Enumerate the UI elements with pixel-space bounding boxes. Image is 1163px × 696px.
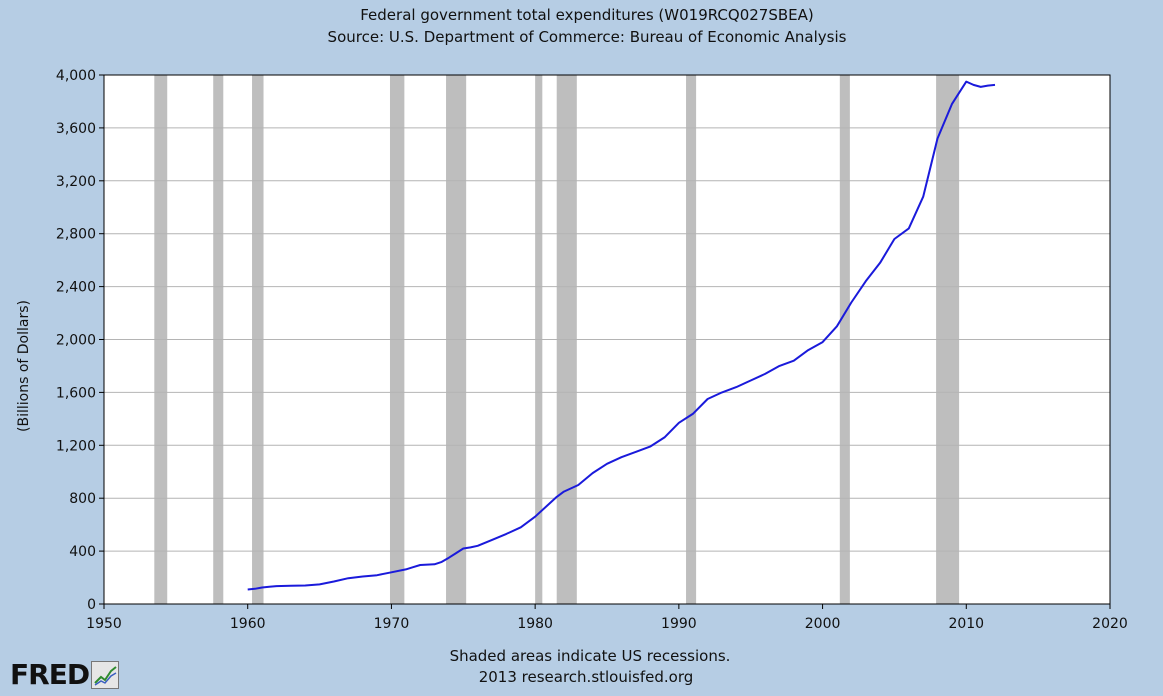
chart-subtitle: Source: U.S. Department of Commerce: Bur… xyxy=(328,28,847,46)
y-tick-label: 3,600 xyxy=(56,121,96,137)
fred-logo-text: FRED xyxy=(10,658,90,691)
recession-note: Shaded areas indicate US recessions. xyxy=(450,647,731,665)
x-tick-label: 1970 xyxy=(374,616,410,632)
y-axis-label: (Billions of Dollars) xyxy=(16,300,32,432)
x-tick-label: 2000 xyxy=(805,616,841,632)
x-tick-label: 1960 xyxy=(230,616,266,632)
y-tick-label: 3,200 xyxy=(56,174,96,190)
x-tick-label: 2010 xyxy=(948,616,984,632)
series-line xyxy=(247,80,996,591)
y-tick-label: 400 xyxy=(69,544,96,560)
x-tick-label: 1980 xyxy=(517,616,553,632)
y-tick-label: 2,000 xyxy=(56,333,96,349)
y-tick-label: 1,600 xyxy=(56,385,96,401)
plot-border xyxy=(103,74,1111,605)
source-credit: 2013 research.stlouisfed.org xyxy=(479,668,694,686)
x-tick-label: 1950 xyxy=(86,616,122,632)
y-tick-label: 1,200 xyxy=(56,438,96,454)
y-tick-label: 800 xyxy=(69,491,96,507)
fred-logo: FRED xyxy=(10,658,120,691)
y-tick-label: 2,400 xyxy=(56,280,96,296)
x-tick-label: 1990 xyxy=(661,616,697,632)
y-tick-label: 0 xyxy=(87,597,96,613)
y-tick-label: 2,800 xyxy=(56,227,96,243)
chart-title: Federal government total expenditures (W… xyxy=(360,6,814,24)
axis-ticks: 0 400 800 1,200 1,600 2,000 2,400 2,800 3,200 3,6… xyxy=(56,68,1128,632)
series-layer xyxy=(247,80,996,591)
chart-trend-icon xyxy=(91,660,120,689)
y-tick-label: 4,000 xyxy=(56,68,96,84)
x-tick-label: 2020 xyxy=(1092,616,1128,632)
